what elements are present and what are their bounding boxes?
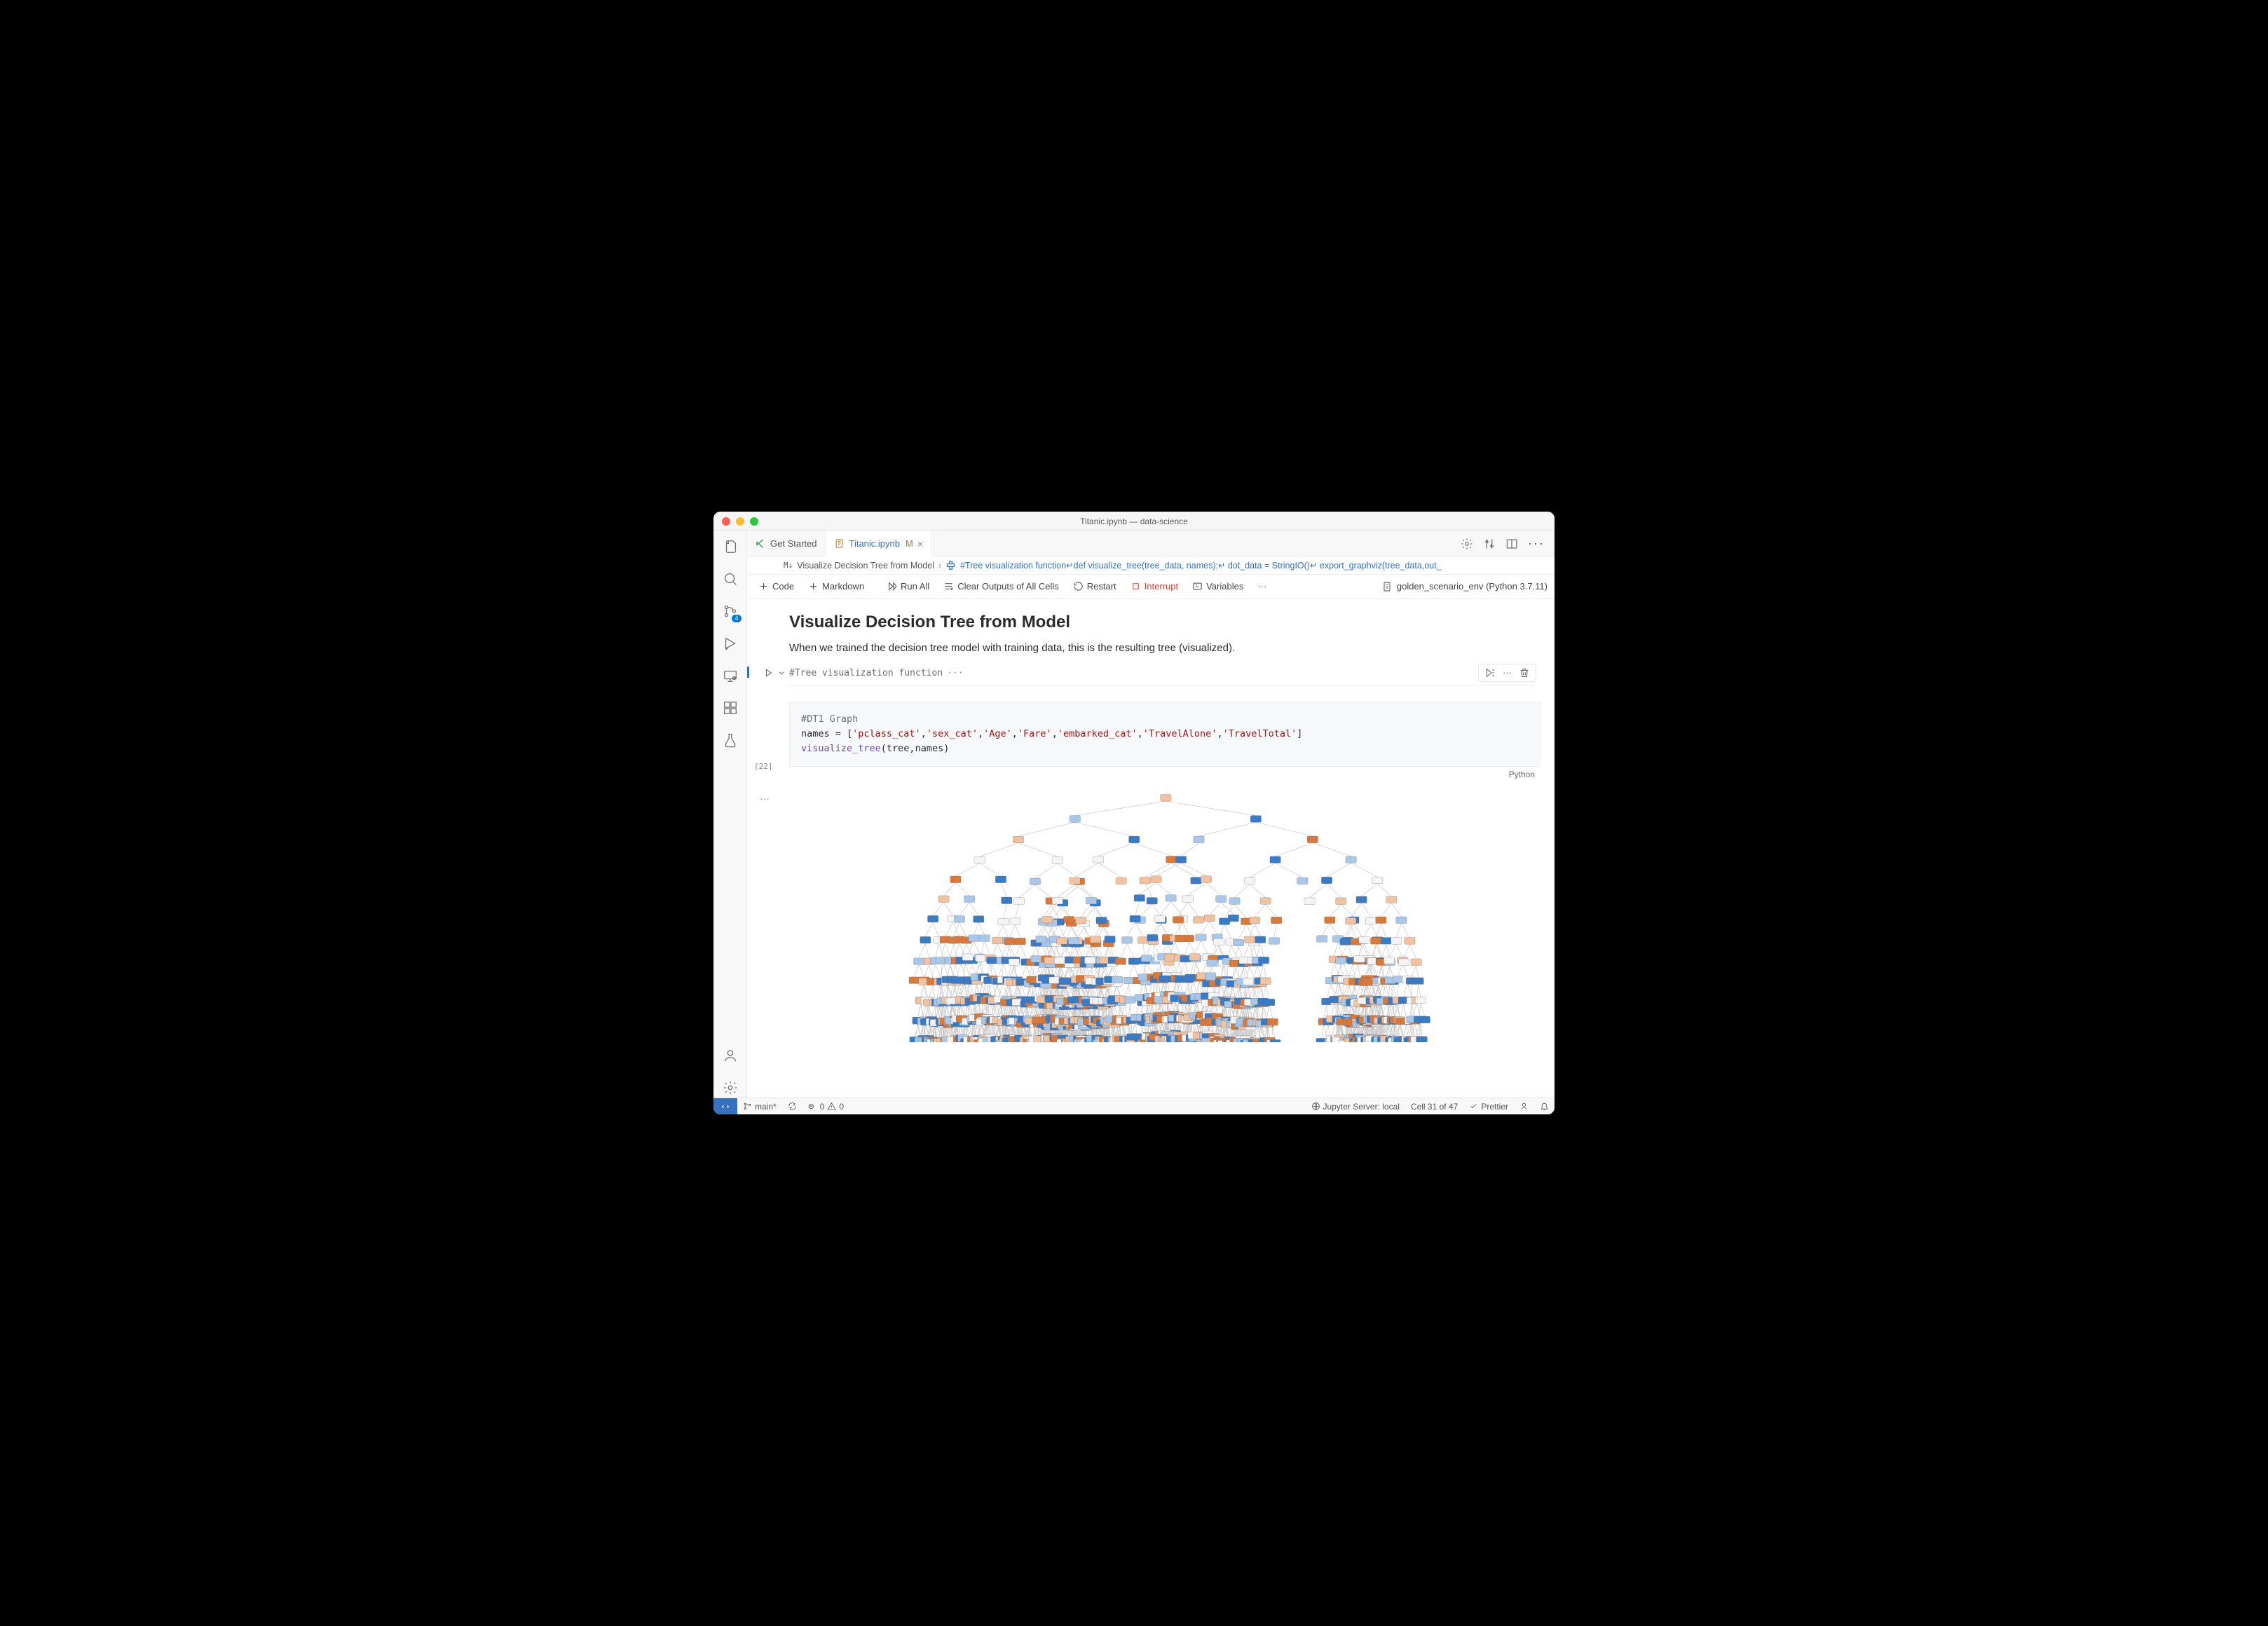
prettier-button[interactable]: Prettier <box>1463 1102 1514 1112</box>
active-cell-indicator <box>747 667 749 678</box>
output-collapse-ellipsis[interactable]: ··· <box>760 793 770 804</box>
remote-explorer-icon[interactable] <box>720 666 740 685</box>
chevron-down-icon[interactable] <box>777 668 786 678</box>
restart-kernel-button[interactable]: Restart <box>1067 579 1122 594</box>
notebook-toolbar: Code Markdown Run All Clear Outputs of A… <box>747 575 1555 599</box>
breadcrumb-seg1: Visualize Decision Tree from Model <box>797 561 934 571</box>
toolbar-more-button[interactable]: ··· <box>1252 581 1272 592</box>
notebook-scroll[interactable]: Visualize Decision Tree from Model When … <box>747 599 1555 1098</box>
cell-position[interactable]: Cell 31 of 47 <box>1405 1102 1463 1112</box>
run-debug-icon[interactable] <box>720 634 740 653</box>
window-title: Titanic.ipynb — data-science <box>713 517 1555 526</box>
testing-icon[interactable] <box>720 730 740 750</box>
exec-count: [22] <box>754 762 773 771</box>
notifications-icon[interactable] <box>1534 1102 1555 1111</box>
editor-tabs: Get Started Titanic.ipynb M × ··· <box>747 531 1555 556</box>
variables-button[interactable]: Variables <box>1187 579 1249 594</box>
add-code-cell-button[interactable]: Code <box>753 579 800 594</box>
app-window: Titanic.ipynb — data-science 4 <box>713 512 1555 1114</box>
minimize-window-button[interactable] <box>736 517 744 526</box>
add-markdown-cell-button[interactable]: Markdown <box>802 579 870 594</box>
activity-bar: 4 <box>713 531 747 1098</box>
sync-button[interactable] <box>782 1102 802 1111</box>
status-bar: main* 0 0 Jupyter Server: local Cell 31 … <box>713 1098 1555 1114</box>
markdown-cell[interactable]: Visualize Decision Tree from Model When … <box>747 613 1541 654</box>
modified-indicator: M <box>906 538 913 549</box>
notebook-icon <box>834 538 845 549</box>
tab-label: Titanic.ipynb <box>849 538 900 549</box>
run-cell-icon[interactable] <box>764 668 774 678</box>
decision-tree-graph <box>831 788 1541 1042</box>
diff-icon[interactable] <box>1483 538 1496 550</box>
titlebar: Titanic.ipynb — data-science <box>713 512 1555 531</box>
source-control-icon[interactable]: 4 <box>720 601 740 621</box>
collapsed-cell-text: #Tree visualization function <box>789 668 943 678</box>
collapsed-ellipsis: ··· <box>947 668 963 678</box>
tab-titanic[interactable]: Titanic.ipynb M × <box>826 531 932 556</box>
split-editor-icon[interactable] <box>1505 538 1518 550</box>
settings-gear-icon[interactable] <box>720 1078 740 1098</box>
accounts-icon[interactable] <box>720 1046 740 1065</box>
scm-badge: 4 <box>732 615 741 622</box>
vscode-icon <box>756 538 766 549</box>
collapsed-code-cell[interactable]: #Tree visualization function ··· <box>747 667 1541 686</box>
kernel-selector[interactable]: golden_scenario_env (Python 3.7.11) <box>1381 581 1548 592</box>
search-icon[interactable] <box>720 569 740 589</box>
tab-get-started[interactable]: Get Started <box>747 531 826 556</box>
clear-outputs-button[interactable]: Clear Outputs of All Cells <box>938 579 1065 594</box>
explorer-icon[interactable] <box>720 537 740 556</box>
cell-output <box>789 779 1541 1058</box>
close-tab-button[interactable]: × <box>917 538 923 549</box>
editor-actions: ··· <box>1461 531 1555 556</box>
window-controls <box>713 517 758 526</box>
more-actions-button[interactable]: ··· <box>1528 536 1545 551</box>
md-body: When we trained the decision tree model … <box>789 642 1541 654</box>
interrupt-button[interactable]: Interrupt <box>1125 579 1184 594</box>
jupyter-server-button[interactable]: Jupyter Server: local <box>1306 1102 1405 1112</box>
manage-kernels-icon[interactable] <box>1461 538 1473 550</box>
tab-label: Get Started <box>770 538 817 549</box>
breadcrumb-md-icon: M↓ <box>784 561 793 570</box>
zoom-window-button[interactable] <box>750 517 758 526</box>
remote-indicator[interactable] <box>713 1098 737 1114</box>
code-editor[interactable]: #DT1 Graph names = ['pclass_cat','sex_ca… <box>789 702 1541 767</box>
run-all-button[interactable]: Run All <box>881 579 935 594</box>
extensions-icon[interactable] <box>720 698 740 718</box>
close-window-button[interactable] <box>722 517 730 526</box>
problems-button[interactable]: 0 0 <box>802 1102 849 1112</box>
editor-area: Get Started Titanic.ipynb M × ··· <box>747 531 1555 1098</box>
feedback-icon[interactable] <box>1514 1102 1534 1111</box>
code-cell[interactable]: [22] #DT1 Graph names = ['pclass_cat','s… <box>747 702 1541 1058</box>
git-branch-button[interactable]: main* <box>737 1102 782 1112</box>
breadcrumb[interactable]: M↓ Visualize Decision Tree from Model › … <box>747 556 1555 575</box>
md-heading: Visualize Decision Tree from Model <box>789 613 1541 632</box>
python-icon <box>945 560 956 571</box>
breadcrumb-seg2: #Tree visualization function↵def visuali… <box>960 560 1442 571</box>
chevron-right-icon: › <box>938 561 941 571</box>
cell-language-label: Python <box>789 767 1541 779</box>
